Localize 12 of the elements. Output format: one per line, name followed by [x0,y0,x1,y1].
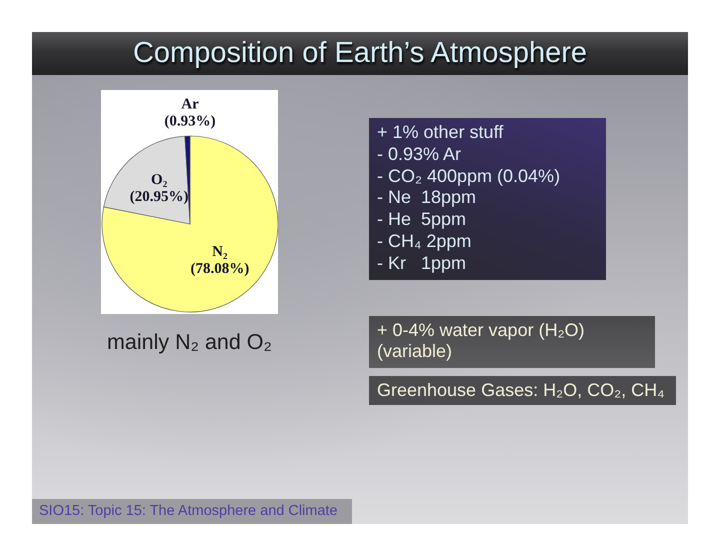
slice-label: Ar [181,96,200,112]
text: + 0-4% water vapor (H₂O) (variable) [369,316,655,368]
data-label: (78.08%) [190,260,250,277]
text: Composition of Earth’s Atmosphere [132,37,588,70]
text: SIO15: Topic 15: The Atmosphere and Climate [32,499,352,524]
data-label: (0.93%) [164,114,216,130]
slice-label: O₂ [151,172,168,188]
data-label: (20.95%) [130,189,188,206]
text: Greenhouse Gases: H₂O, CO₂, CH₄ [369,376,676,405]
text: + 1% other stuff - 0.93% Ar - CO₂ 400ppm (0.04%) - Ne 18ppm - He 5ppm - CH₄ 2ppm - Kr 1ppm [369,118,606,280]
text: mainly N₂ and O₂ [107,330,272,355]
slice-label: N₂ [212,244,228,260]
